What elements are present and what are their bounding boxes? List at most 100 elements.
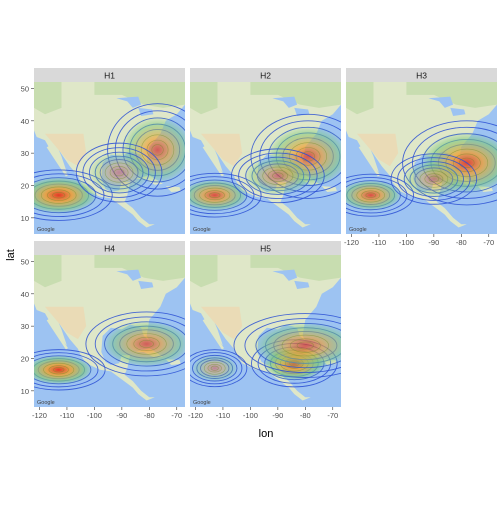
forest: [346, 82, 374, 115]
y-tick-label: 10: [21, 214, 29, 223]
facet-strip: [190, 241, 341, 255]
density-contour: [34, 352, 99, 388]
density-contour: [75, 142, 163, 203]
density-contour-inner: [424, 173, 444, 185]
x-tick-label: -110: [372, 238, 386, 247]
island: [321, 186, 337, 192]
density-contour-inner: [140, 134, 175, 166]
density-contour-inner: [267, 169, 288, 182]
lake: [272, 96, 298, 108]
desert: [201, 306, 243, 340]
density-contour-inner: [40, 186, 77, 204]
x-tick-label: -120: [188, 411, 203, 420]
density-contour-inner: [361, 190, 381, 200]
forest: [250, 82, 341, 108]
density-contour-inner: [133, 336, 160, 351]
density-contour-inner: [428, 175, 440, 183]
x-tick-label: -120: [344, 238, 359, 247]
density-contour: [233, 313, 341, 378]
density-contour-inner: [452, 153, 481, 173]
density-contour: [238, 152, 318, 200]
lake: [272, 269, 298, 281]
forest: [94, 82, 185, 108]
map-watermark: Google: [193, 227, 211, 233]
density-contour: [34, 169, 113, 221]
density-contour-inner: [104, 162, 134, 183]
panel-plot-area: Google: [190, 255, 341, 407]
density-fill: [243, 156, 312, 196]
desert: [357, 133, 399, 167]
density-contour: [346, 173, 414, 217]
density-contour-inner: [43, 362, 75, 377]
baja: [46, 145, 68, 177]
density-contour: [346, 176, 408, 214]
facet-panel: Google H4 10 20 30 40 50 -120 -110 -100 -90 -80 -70: [21, 241, 185, 420]
lake: [294, 280, 310, 289]
map-watermark: Google: [193, 400, 211, 406]
x-tick-label: -100: [87, 411, 102, 420]
forest: [190, 255, 218, 288]
y-axis-title: lat: [5, 249, 17, 261]
density-contour-inner: [209, 192, 221, 199]
density-contour-inner: [262, 166, 294, 185]
density-contour-inner: [199, 187, 231, 203]
density-fill: [87, 151, 151, 195]
x-tick-label: -120: [32, 411, 47, 420]
facet-label: H4: [104, 244, 115, 254]
facet-panel: Google H1 10 20 30 40 50: [21, 68, 185, 234]
facet-panel: Google H3 -120 -110 -100 -90 -80 -70: [344, 68, 497, 247]
x-tick-label: -110: [60, 411, 74, 420]
density-contour: [114, 110, 185, 190]
facet-label: H1: [104, 71, 115, 81]
density-contour: [190, 352, 243, 385]
facet-strip: [34, 68, 185, 82]
density-fill: [34, 355, 93, 385]
x-tick-label: -80: [144, 411, 155, 420]
x-tick-label: -90: [272, 411, 283, 420]
baja: [358, 145, 380, 177]
density-contour: [402, 120, 497, 206]
y-tick-label: 40: [21, 290, 29, 299]
lake: [138, 280, 154, 289]
density-contour-inner: [459, 157, 475, 169]
forest: [94, 255, 185, 281]
density-contour: [85, 311, 185, 377]
density-fill: [190, 179, 249, 212]
desert: [201, 133, 243, 167]
density-contour-inner: [365, 192, 376, 198]
map-watermark: Google: [37, 400, 55, 406]
density-contour-inner: [204, 190, 225, 201]
density-contour-inner: [47, 189, 71, 201]
panel-plot-area: Google: [346, 82, 497, 234]
facet-label: H5: [260, 244, 271, 254]
forest: [34, 82, 62, 115]
density-contour-inner: [48, 365, 69, 375]
density-contour: [259, 120, 341, 193]
forest: [190, 82, 218, 115]
density-contour-inner: [113, 168, 125, 177]
density-contour-inner: [419, 170, 449, 188]
y-tick-label: 40: [21, 117, 29, 126]
density-fill: [402, 160, 466, 198]
land: [34, 255, 185, 401]
facet-strip: [190, 68, 341, 82]
y-tick-label: 30: [21, 149, 29, 158]
x-tick-label: -70: [171, 411, 182, 420]
density-contour-inner: [272, 172, 284, 180]
density-contour-inner: [109, 166, 129, 180]
density-contour: [390, 153, 478, 205]
map-watermark: Google: [37, 227, 55, 233]
density-contour-inner: [296, 341, 314, 350]
y-tick-label: 20: [21, 181, 29, 190]
facet-panel: Google H5 -120 -110 -100 -90 -80 -70: [188, 241, 341, 420]
density-contour-inner: [289, 338, 321, 353]
lake: [116, 96, 142, 108]
density-fill: [346, 179, 402, 211]
y-tick-label: 50: [21, 257, 29, 266]
density-contour-inner: [207, 363, 222, 373]
density-contour: [94, 316, 185, 372]
panel-plot-area: Google: [34, 255, 185, 407]
x-tick-label: -80: [456, 238, 467, 247]
density-contour: [190, 172, 262, 218]
